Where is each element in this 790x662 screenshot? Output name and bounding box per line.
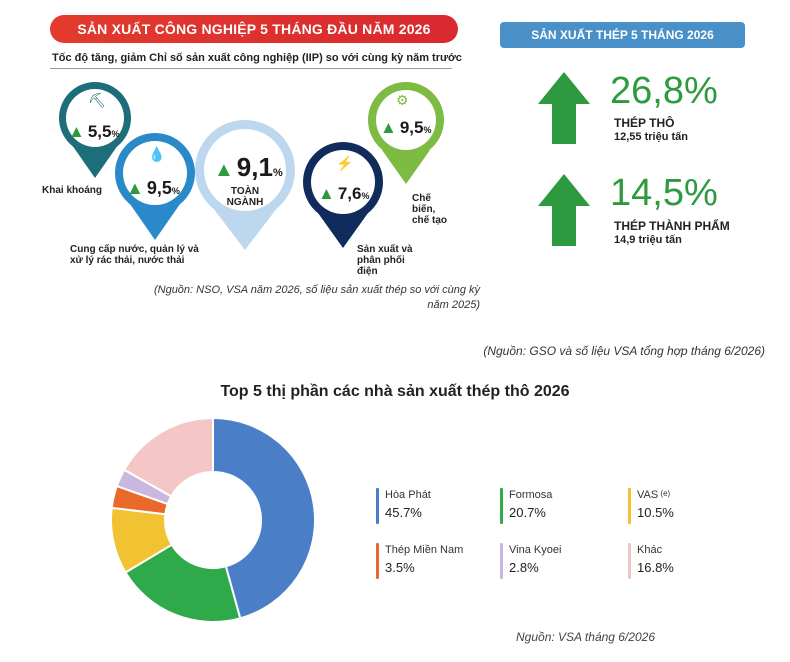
crude-steel-growth: 26,8% [610, 70, 718, 112]
legend-hoa-phat: Hòa Phát 45.7% [376, 488, 486, 528]
up-triangle-icon: ▲ [68, 122, 85, 141]
industry-title-bar: SẢN XUẤT CÔNG NGHIỆP 5 THÁNG ĐẦU NĂM 202… [50, 15, 458, 43]
finished-steel-label: THÉP THÀNH PHẨM [614, 219, 730, 233]
legend-khac: Khác 16.8% [628, 543, 738, 583]
industry-title: SẢN XUẤT CÔNG NGHIỆP 5 THÁNG ĐẦU NĂM 202… [77, 21, 431, 37]
donut-chart [110, 416, 316, 623]
mining-label: Khai khoáng [42, 185, 103, 196]
slice-formosa [124, 543, 242, 623]
legend-value: 3.5% [385, 560, 415, 575]
industry-subtitle: Tốc độ tăng, giảm Chỉ số sản xuất công n… [52, 52, 462, 64]
legend-formosa: Formosa 20.7% [500, 488, 610, 528]
legend-swatch [376, 543, 379, 579]
crude-steel-label: THÉP THÔ [614, 116, 675, 130]
power-tower-icon: ⚡ [336, 155, 354, 171]
legend-swatch [376, 488, 379, 524]
industry-source: (Nguồn: NSO, VSA năm 2026, số liệu sản x… [153, 284, 480, 311]
legend-value: 2.8% [509, 560, 539, 575]
legend-label: VAS (e) [637, 489, 671, 501]
finished-steel-volume: 14,9 triệu tấn [614, 234, 682, 246]
legend-label: Formosa [509, 489, 553, 501]
up-arrow-icon [538, 174, 590, 246]
total-label: TOÀN NGÀNH [226, 186, 264, 208]
pin-total [195, 120, 295, 250]
manufacturing-label: Chế biến, chế tạo [412, 193, 448, 226]
legend-label: Vina Kyoei [509, 544, 562, 556]
finished-steel-growth: 14,5% [610, 172, 718, 214]
subtitle-divider [50, 68, 452, 69]
legend-swatch [628, 543, 631, 579]
up-arrow-icon [538, 72, 590, 144]
legend-value: 10.5% [637, 505, 674, 520]
electricity-label: Sản xuất và phân phối điện [357, 244, 413, 277]
legend-value: 16.8% [637, 560, 674, 575]
steel-title-bar: SẢN XUẤT THÉP 5 THÁNG 2026 [500, 22, 745, 48]
manufacturing-value: ▲ 9,5% [380, 118, 432, 137]
slice-hoa-phat [212, 416, 316, 620]
water-label: Cung cấp nước, quản lý và xử lý rác thải… [70, 244, 199, 266]
legend-swatch [628, 488, 631, 524]
slice-khac [122, 416, 214, 498]
pin-water [115, 133, 195, 240]
legend-label: Thép Miền Nam [385, 544, 464, 556]
industry-pins-graphic [59, 82, 444, 250]
total-value: ▲ 9,1% [214, 152, 283, 182]
water-value: ▲ 9,5% [126, 178, 180, 198]
mining-rig-icon: ⛏ [88, 92, 106, 108]
gso-source: (Nguồn: GSO và số liệu VSA tổng hợp thán… [483, 344, 765, 358]
legend-value: 20.7% [509, 505, 546, 520]
legend-swatch [500, 543, 503, 579]
pin-electricity [303, 142, 383, 248]
legend-vas: VAS (e) 10.5% [628, 488, 738, 528]
legend-thep-mien-nam: Thép Miền Nam 3.5% [376, 543, 486, 583]
up-triangle-icon: ▲ [318, 184, 335, 203]
legend-label: Hòa Phát [385, 489, 431, 501]
electricity-value: ▲ 7,6% [318, 184, 370, 203]
vsa-source: Nguồn: VSA tháng 6/2026 [516, 630, 655, 644]
chart-title: Top 5 thị phần các nhà sản xuất thép thô… [220, 383, 570, 400]
mining-value: ▲ 5,5% [68, 122, 120, 141]
up-triangle-icon: ▲ [214, 159, 234, 181]
legend-label: Khác [637, 544, 663, 556]
steel-title: SẢN XUẤT THÉP 5 THÁNG 2026 [531, 28, 714, 42]
up-triangle-icon: ▲ [380, 118, 397, 137]
pin-mining [59, 82, 131, 178]
pin-manufacturing [368, 82, 444, 184]
legend-value: 45.7% [385, 505, 422, 520]
legend-swatch [500, 488, 503, 524]
water-drop-icon: 💧 [148, 146, 166, 162]
gears-icon: ⚙ [396, 92, 409, 108]
legend-vina-kyoei: Vina Kyoei 2.8% [500, 543, 610, 583]
legend-note: (e) [658, 489, 671, 498]
up-triangle-icon: ▲ [126, 178, 144, 198]
crude-steel-volume: 12,55 triệu tấn [614, 131, 688, 143]
